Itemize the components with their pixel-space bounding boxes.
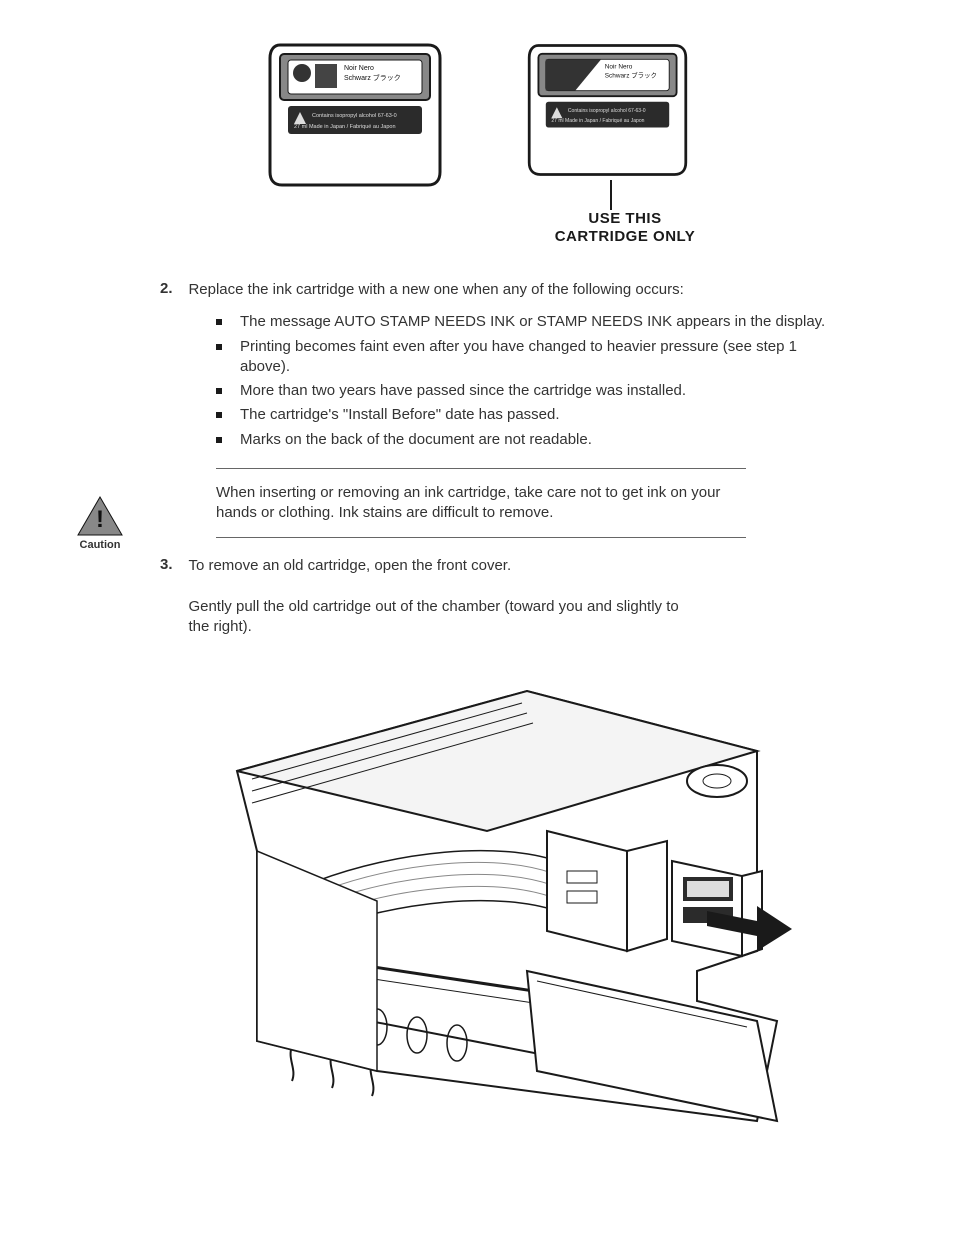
step-2: 2. Replace the ink cartridge with a new …: [160, 280, 834, 300]
list-item: More than two years have passed since th…: [216, 381, 834, 401]
step-number: 3.: [160, 556, 184, 573]
svg-text:Contains isopropyl alcohol 67-: Contains isopropyl alcohol 67-63-0: [568, 108, 646, 114]
caution-text: When inserting or removing an ink cartri…: [216, 477, 736, 530]
caption-line-1: USE THIS: [588, 210, 661, 227]
caution-icon: ! Caution: [70, 495, 130, 551]
step-text-line2: Gently pull the old cartridge out of the…: [188, 598, 678, 635]
cartridge-svg: Noir Nero Schwarz ブラック Contains isopropy…: [520, 40, 695, 180]
replacement-conditions-list: The message AUTO STAMP NEEDS INK or STAM…: [216, 312, 834, 450]
cartridge-comparison-figure: Noir Nero Schwarz ブラック Contains isopropy…: [160, 40, 834, 260]
printer-removal-figure: [160, 651, 834, 1131]
cartridge-caption: USE THIS CARTRIDGE ONLY: [540, 210, 710, 246]
divider: [216, 537, 746, 538]
svg-text:27 ml Made in Japan / Fabriq: 27 ml Made in Japan / Fabriqué au Japon: [551, 118, 644, 124]
label-text: Noir Nero: [344, 65, 374, 72]
callout-leader-line: [610, 180, 612, 210]
list-item: The message AUTO STAMP NEEDS INK or STAM…: [216, 312, 834, 332]
cartridge-illustration-left: Noir Nero Schwarz ブラック Contains isopropy…: [260, 40, 450, 195]
svg-text:27 ml Made in Japan / Fabriq: 27 ml Made in Japan / Fabriqué au Japon: [294, 124, 396, 130]
list-item: Marks on the back of the document are no…: [216, 430, 834, 450]
step-text-line1: To remove an old cartridge, open the fro…: [188, 557, 511, 574]
list-item: The cartridge's "Install Before" date ha…: [216, 405, 834, 425]
svg-text:Schwarz ブラック: Schwarz ブラック: [344, 73, 401, 82]
svg-text:!: !: [96, 506, 104, 533]
removed-cartridge: [672, 861, 762, 956]
svg-text:Noir Nero: Noir Nero: [605, 64, 633, 71]
caution-block: ! Caution When inserting or removing an …: [160, 477, 834, 530]
maintenance-page: Noir Nero Schwarz ブラック Contains isopropy…: [0, 0, 954, 1235]
step-number: 2.: [160, 280, 184, 297]
step-text: To remove an old cartridge, open the fro…: [188, 556, 688, 637]
svg-text:Contains isopropyl alcohol 67-: Contains isopropyl alcohol 67-63-0: [312, 113, 397, 119]
list-item: Printing becomes faint even after you ha…: [216, 337, 834, 378]
printer-svg: [197, 651, 797, 1131]
caption-line-2: CARTRIDGE ONLY: [555, 228, 696, 245]
step-text: Replace the ink cartridge with a new one…: [188, 280, 688, 300]
divider: [216, 468, 746, 469]
svg-text:Schwarz ブラック: Schwarz ブラック: [605, 71, 657, 80]
caution-label: Caution: [70, 539, 130, 551]
cartridge-svg: Noir Nero Schwarz ブラック Contains isopropy…: [260, 40, 450, 190]
cartridge-illustration-right: Noir Nero Schwarz ブラック Contains isopropy…: [520, 40, 695, 185]
step-3: 3. To remove an old cartridge, open the …: [160, 556, 834, 637]
